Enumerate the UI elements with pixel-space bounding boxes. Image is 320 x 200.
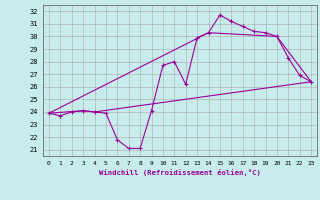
X-axis label: Windchill (Refroidissement éolien,°C): Windchill (Refroidissement éolien,°C)	[99, 169, 261, 176]
